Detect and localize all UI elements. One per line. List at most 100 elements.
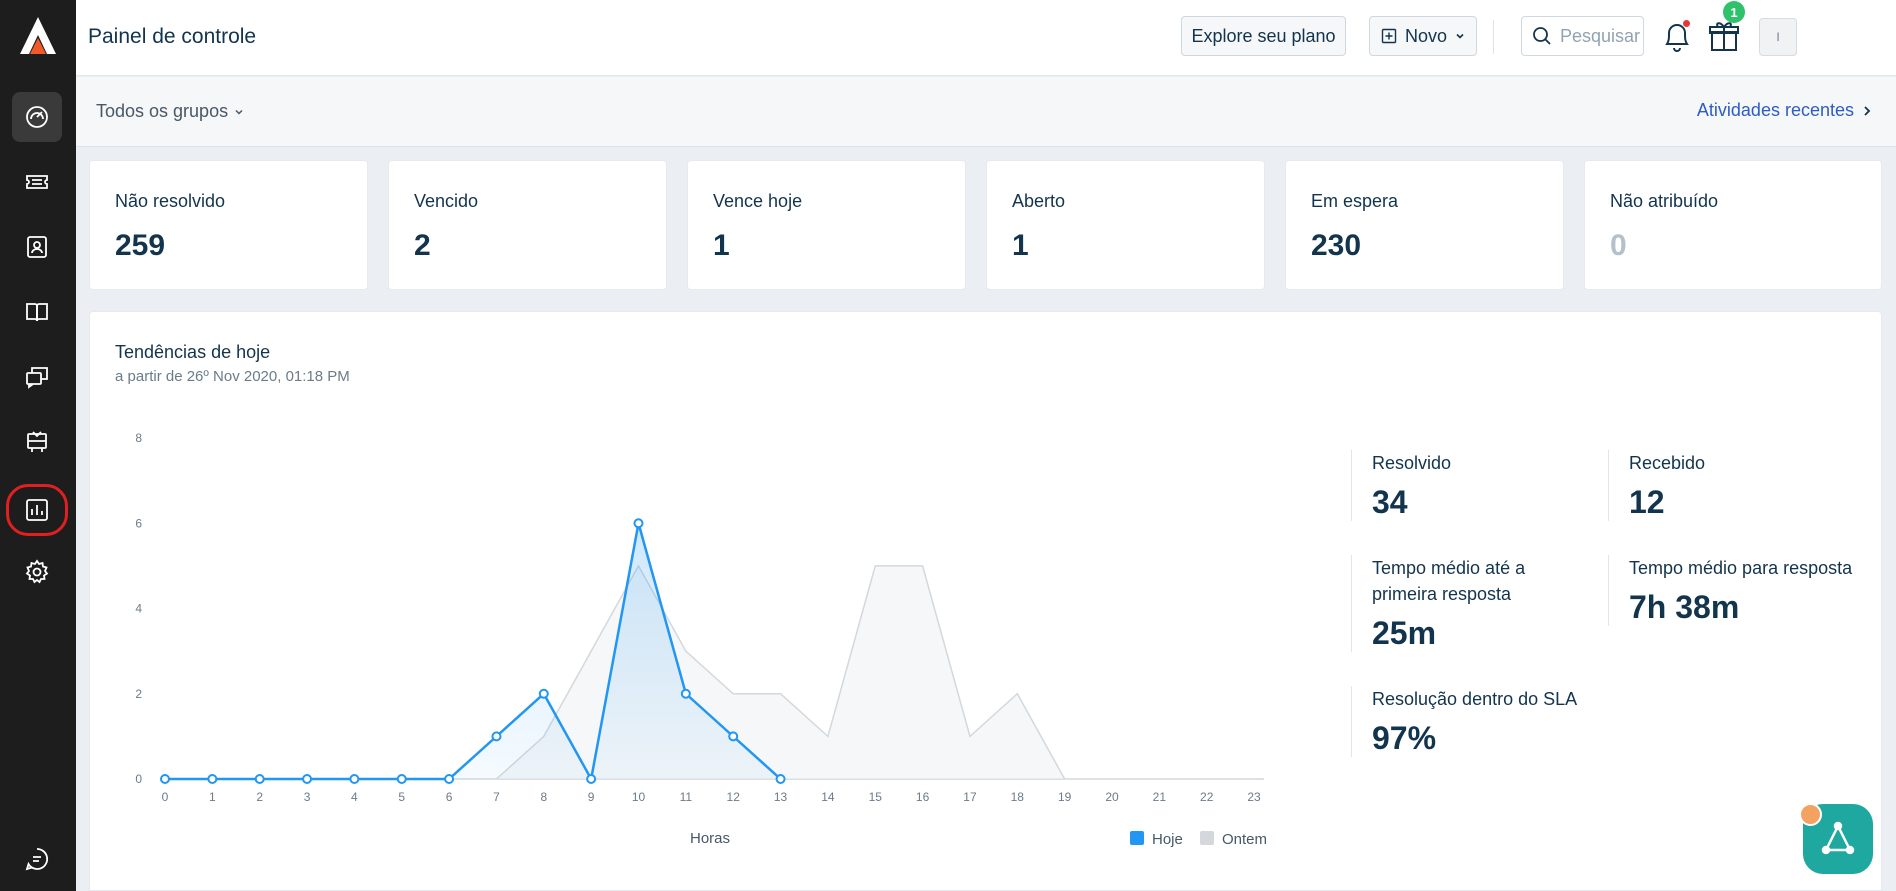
notification-bell-icon[interactable] xyxy=(1661,18,1693,54)
x-tick-label: 0 xyxy=(162,790,169,804)
chevron-down-icon xyxy=(1456,33,1464,39)
recent-activities-link[interactable]: Atividades recentes xyxy=(1697,100,1872,121)
card-value: 2 xyxy=(414,229,431,262)
card-due-today[interactable]: Vence hoje 1 xyxy=(687,160,966,290)
stat-sla: Resolução dentro do SLA 97% xyxy=(1351,686,1601,757)
search-placeholder: Pesquisar xyxy=(1560,25,1641,46)
sidebar-item-tickets[interactable] xyxy=(12,157,62,207)
recent-activities-label: Atividades recentes xyxy=(1696,100,1854,120)
x-tick-label: 7 xyxy=(493,790,500,804)
series-hoje-point xyxy=(680,688,691,699)
legend-swatch-hoje xyxy=(1130,831,1144,845)
series-hoje-point xyxy=(538,688,549,699)
x-tick-label: 15 xyxy=(869,790,883,804)
sidebar-item-knowledge-base[interactable] xyxy=(12,287,62,337)
gift-icon[interactable] xyxy=(1707,18,1741,54)
series-hoje-area xyxy=(165,523,781,779)
card-value: 1 xyxy=(713,229,730,262)
avatar[interactable]: I xyxy=(1759,18,1797,56)
chevron-down-icon xyxy=(235,109,243,115)
series-hoje-point xyxy=(207,774,218,784)
x-tick-label: 18 xyxy=(1011,790,1025,804)
card-label: Vence hoje xyxy=(713,191,803,211)
stat-value: 97% xyxy=(1372,720,1437,756)
reports-icon xyxy=(26,499,48,521)
contacts-icon xyxy=(27,236,47,258)
series-hoje-point xyxy=(586,774,597,784)
card-value: 230 xyxy=(1311,229,1362,262)
conversations-icon xyxy=(26,367,48,389)
network-icon xyxy=(1821,821,1855,855)
card-label: Vencido xyxy=(414,191,479,211)
sidebar-item-reports[interactable] xyxy=(6,484,68,536)
card-label: Em espera xyxy=(1311,191,1399,211)
stat-label: Tempo médio para resposta xyxy=(1629,558,1853,578)
app-logo-icon[interactable] xyxy=(16,14,60,58)
card-on-hold[interactable]: Em espera 230 xyxy=(1285,160,1564,290)
sidebar-item-contacts[interactable] xyxy=(12,222,62,272)
x-tick-label: 5 xyxy=(398,790,405,804)
plus-square-icon xyxy=(1381,28,1397,44)
series-hoje-point xyxy=(349,774,360,784)
x-tick-label: 3 xyxy=(304,790,311,804)
card-value: 0 xyxy=(1610,229,1627,262)
card-unassigned[interactable]: Não atribuído 0 xyxy=(1584,160,1882,290)
y-tick-label: 8 xyxy=(135,431,142,445)
filter-bar: Todos os grupos Atividades recentes xyxy=(76,77,1896,147)
stat-resolved: Resolvido 34 xyxy=(1351,450,1601,521)
new-button-label: Novo xyxy=(1404,25,1448,46)
sidebar xyxy=(0,0,76,891)
x-tick-label: 16 xyxy=(916,790,930,804)
x-tick-label: 14 xyxy=(821,790,835,804)
card-label: Não resolvido xyxy=(115,191,226,211)
search-icon xyxy=(1533,27,1551,45)
sidebar-item-settings[interactable] xyxy=(12,547,62,597)
search-input[interactable]: Pesquisar xyxy=(1521,16,1644,56)
series-hoje-point xyxy=(633,518,644,529)
series-hoje-point xyxy=(160,774,170,784)
card-overdue[interactable]: Vencido 2 xyxy=(388,160,667,290)
stat-label: Tempo médio até a primeira resposta xyxy=(1372,558,1526,604)
sidebar-item-conversations[interactable] xyxy=(12,352,62,402)
legend-label-hoje: Hoje xyxy=(1152,831,1183,848)
card-unresolved[interactable]: Não resolvido 259 xyxy=(89,160,368,290)
x-axis-label: Horas xyxy=(690,830,730,847)
card-open[interactable]: Aberto 1 xyxy=(986,160,1265,290)
sidebar-item-dashboard[interactable] xyxy=(12,92,62,142)
group-selector[interactable]: Todos os grupos xyxy=(96,101,244,122)
x-tick-label: 4 xyxy=(351,790,358,804)
x-tick-label: 6 xyxy=(446,790,453,804)
stat-value: 34 xyxy=(1372,484,1408,520)
chevron-right-icon xyxy=(1864,105,1871,116)
y-tick-label: 0 xyxy=(135,772,142,786)
trends-title: Tendências de hoje xyxy=(115,342,271,362)
legend-label-ontem: Ontem xyxy=(1222,831,1267,848)
dashboard-icon xyxy=(26,106,48,128)
settings-icon xyxy=(25,559,49,584)
trends-subtitle: a partir de 26º Nov 2020, 01:18 PM xyxy=(115,368,350,385)
x-tick-label: 1 xyxy=(209,790,216,804)
x-tick-label: 17 xyxy=(963,790,977,804)
y-tick-label: 2 xyxy=(135,687,142,701)
sidebar-item-assets[interactable] xyxy=(12,417,62,467)
stat-avg-response: Tempo médio para resposta 7h 38m xyxy=(1608,555,1868,626)
x-tick-label: 9 xyxy=(588,790,595,804)
new-button[interactable]: Novo xyxy=(1369,16,1477,56)
series-hoje-point xyxy=(254,774,265,784)
x-tick-label: 13 xyxy=(774,790,788,804)
explore-plan-button[interactable]: Explore seu plano xyxy=(1181,16,1346,56)
x-tick-label: 22 xyxy=(1200,790,1214,804)
stat-label: Resolvido xyxy=(1372,453,1452,473)
chat-notification-dot xyxy=(1799,803,1822,826)
stat-label: Recebido xyxy=(1629,453,1706,473)
x-tick-label: 23 xyxy=(1247,790,1261,804)
x-tick-label: 10 xyxy=(632,790,646,804)
series-hoje-point xyxy=(444,774,455,784)
y-tick-label: 4 xyxy=(135,602,142,616)
assets-icon xyxy=(27,431,47,452)
knowledge-base-icon xyxy=(26,303,48,322)
sidebar-item-chat[interactable] xyxy=(12,834,62,884)
series-hoje-point xyxy=(775,774,786,784)
stat-label: Resolução dentro do SLA xyxy=(1372,689,1578,709)
ticket-icon xyxy=(26,175,48,189)
